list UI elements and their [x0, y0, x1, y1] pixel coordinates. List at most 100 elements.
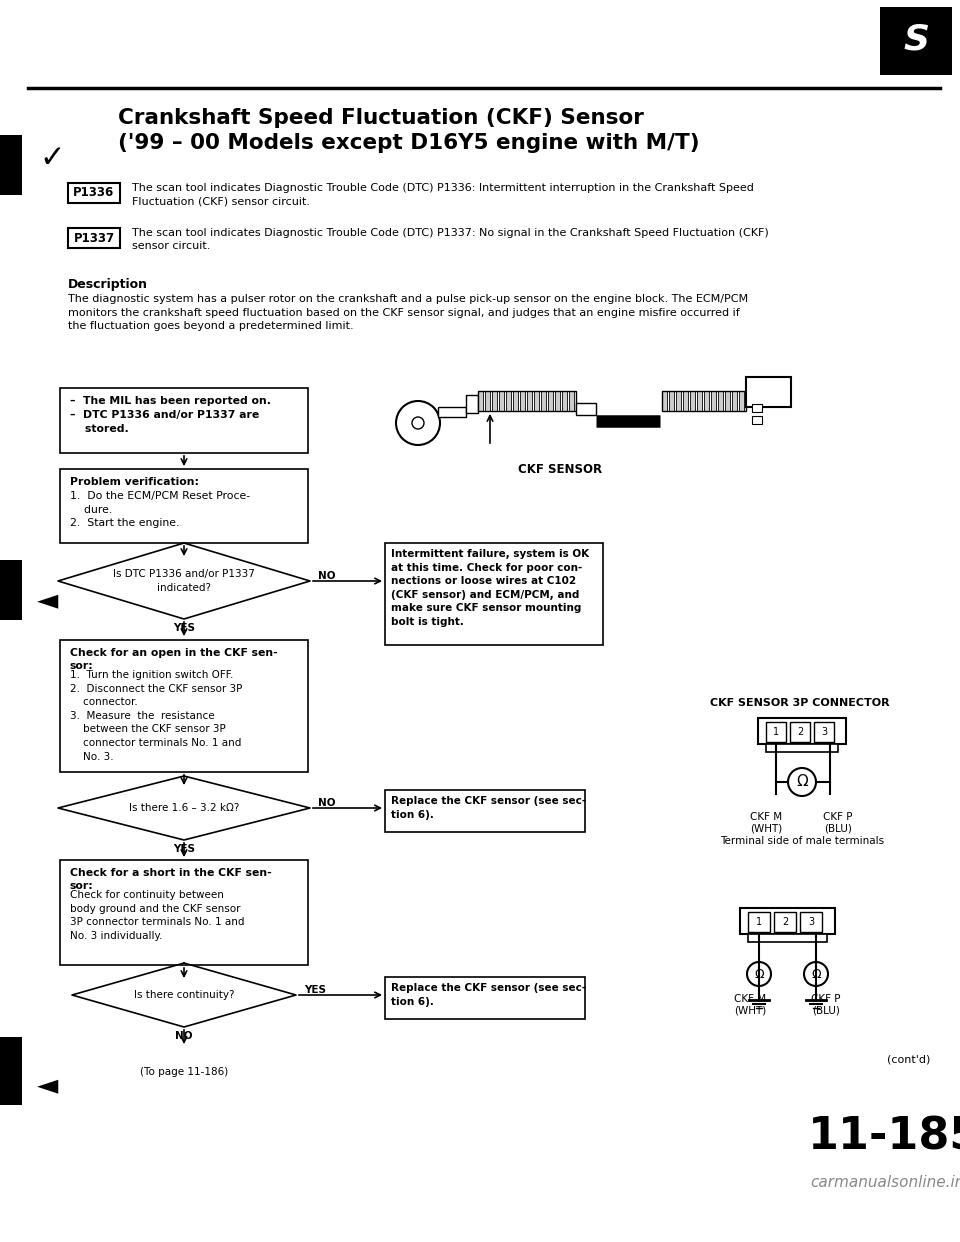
- Bar: [711, 391, 716, 411]
- Text: CKF P
(BLU): CKF P (BLU): [824, 812, 852, 833]
- Text: 3: 3: [808, 917, 814, 927]
- Bar: [492, 391, 497, 411]
- Text: CKF P
(BLU): CKF P (BLU): [811, 994, 841, 1016]
- Text: 1.  Do the ECM/PCM Reset Proce-
    dure.
2.  Start the engine.: 1. Do the ECM/PCM Reset Proce- dure. 2. …: [70, 491, 251, 528]
- Text: carmanualsonline.info: carmanualsonline.info: [810, 1175, 960, 1190]
- Bar: [774, 912, 796, 932]
- Text: Replace the CKF sensor (see sec-
tion 6).: Replace the CKF sensor (see sec- tion 6)…: [391, 796, 587, 820]
- Bar: [569, 391, 574, 411]
- Bar: [385, 543, 603, 645]
- Bar: [68, 229, 120, 248]
- Text: Terminal side of male terminals: Terminal side of male terminals: [720, 836, 884, 846]
- Bar: [732, 391, 737, 411]
- Text: Replace the CKF sensor (see sec-
tion 6).: Replace the CKF sensor (see sec- tion 6)…: [391, 982, 587, 1006]
- Text: Is DTC P1336 and/or P1337
indicated?: Is DTC P1336 and/or P1337 indicated?: [113, 569, 255, 592]
- Bar: [520, 391, 525, 411]
- Circle shape: [396, 401, 440, 445]
- Bar: [718, 391, 723, 411]
- Text: P1336: P1336: [73, 186, 114, 200]
- Text: ◄: ◄: [37, 586, 59, 614]
- Text: 3: 3: [821, 727, 828, 737]
- Text: (To page 11-186): (To page 11-186): [140, 1067, 228, 1077]
- Text: CKF SENSOR 3P CONNECTOR: CKF SENSOR 3P CONNECTOR: [710, 698, 890, 708]
- Bar: [527, 391, 532, 411]
- Bar: [766, 722, 786, 741]
- Bar: [60, 388, 308, 453]
- Text: –  The MIL has been reported on.
–  DTC P1336 and/or P1337 are
    stored.: – The MIL has been reported on. – DTC P1…: [70, 396, 271, 433]
- Text: CKF M
(WHT): CKF M (WHT): [750, 812, 782, 833]
- Text: S: S: [903, 24, 929, 57]
- Text: 11-185: 11-185: [808, 1115, 960, 1158]
- Text: The scan tool indicates Diagnostic Trouble Code (DTC) P1337: No signal in the Cr: The scan tool indicates Diagnostic Troub…: [132, 229, 769, 251]
- Text: NO: NO: [318, 799, 335, 809]
- Text: YES: YES: [304, 985, 326, 995]
- Bar: [0, 1037, 22, 1105]
- Text: YES: YES: [173, 623, 195, 633]
- Text: Is there continuity?: Is there continuity?: [133, 990, 234, 1000]
- Text: ('99 – 00 Models except D16Y5 engine with M/T): ('99 – 00 Models except D16Y5 engine wit…: [118, 133, 700, 153]
- Bar: [683, 391, 688, 411]
- Bar: [438, 407, 466, 417]
- Bar: [0, 560, 22, 620]
- Bar: [725, 391, 730, 411]
- Bar: [669, 391, 674, 411]
- Text: Ω: Ω: [796, 775, 808, 790]
- Bar: [766, 744, 838, 751]
- Bar: [60, 469, 308, 543]
- Text: Check for continuity between
body ground and the CKF sensor
3P connector termina: Check for continuity between body ground…: [70, 891, 245, 940]
- Bar: [758, 718, 846, 744]
- Bar: [548, 391, 553, 411]
- Bar: [60, 859, 308, 965]
- Text: NO: NO: [176, 1031, 193, 1041]
- Text: Crankshaft Speed Fluctuation (CKF) Sensor: Crankshaft Speed Fluctuation (CKF) Senso…: [118, 108, 644, 128]
- Bar: [697, 391, 702, 411]
- Text: CKF M
(WHT): CKF M (WHT): [733, 994, 766, 1016]
- Text: The scan tool indicates Diagnostic Trouble Code (DTC) P1336: Intermittent interr: The scan tool indicates Diagnostic Troub…: [132, 183, 754, 206]
- Text: NO: NO: [318, 571, 335, 581]
- Bar: [752, 404, 762, 412]
- Bar: [0, 135, 22, 195]
- Bar: [880, 7, 952, 75]
- Text: 2: 2: [797, 727, 804, 737]
- Text: Ω: Ω: [755, 968, 764, 980]
- Bar: [690, 391, 695, 411]
- Bar: [752, 416, 762, 424]
- Bar: [513, 391, 518, 411]
- Bar: [68, 183, 120, 202]
- Bar: [534, 391, 539, 411]
- Bar: [555, 391, 560, 411]
- Bar: [466, 395, 478, 414]
- Bar: [478, 391, 483, 411]
- Text: Check for a short in the CKF sen-
sor:: Check for a short in the CKF sen- sor:: [70, 868, 272, 892]
- Text: (cont'd): (cont'd): [887, 1054, 930, 1064]
- Text: P1337: P1337: [73, 231, 114, 245]
- Bar: [704, 391, 709, 411]
- Bar: [499, 391, 504, 411]
- Bar: [676, 391, 681, 411]
- Bar: [739, 391, 744, 411]
- Bar: [385, 977, 585, 1018]
- Bar: [790, 722, 810, 741]
- Text: The diagnostic system has a pulser rotor on the crankshaft and a pulse pick-up s: The diagnostic system has a pulser rotor…: [68, 294, 748, 332]
- Bar: [748, 912, 770, 932]
- Text: 1: 1: [773, 727, 780, 737]
- Circle shape: [412, 417, 424, 428]
- Bar: [562, 391, 567, 411]
- Text: Problem verification:: Problem verification:: [70, 477, 199, 487]
- Bar: [60, 640, 308, 773]
- Bar: [800, 912, 822, 932]
- Text: Check for an open in the CKF sen-
sor:: Check for an open in the CKF sen- sor:: [70, 648, 277, 671]
- Circle shape: [788, 768, 816, 796]
- Text: 2: 2: [781, 917, 788, 927]
- Bar: [746, 378, 791, 407]
- Circle shape: [804, 963, 828, 986]
- Bar: [576, 402, 596, 415]
- Bar: [478, 391, 576, 411]
- Bar: [748, 934, 827, 941]
- Text: ◄: ◄: [37, 1071, 59, 1099]
- Bar: [814, 722, 834, 741]
- Bar: [541, 391, 546, 411]
- Text: CKF SENSOR: CKF SENSOR: [518, 463, 602, 476]
- Bar: [662, 391, 667, 411]
- Text: ✓: ✓: [39, 144, 64, 173]
